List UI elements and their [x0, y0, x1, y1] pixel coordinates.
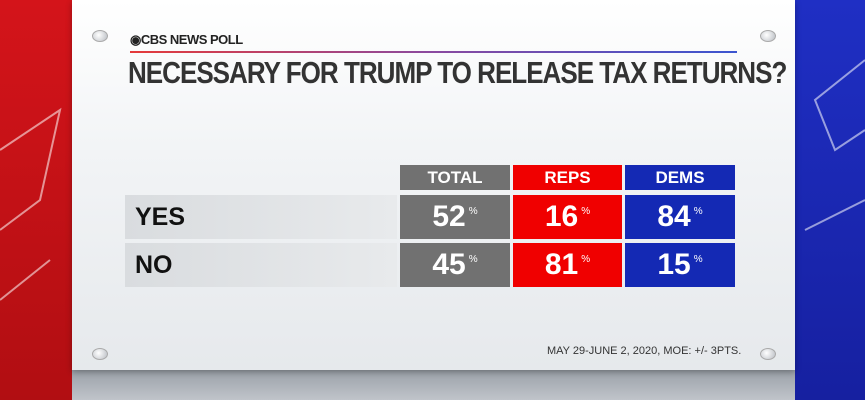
- footnote: MAY 29-JUNE 2, 2020, MOE: +/- 3PTS.: [547, 345, 742, 357]
- cell-no-reps: 81%: [513, 243, 622, 287]
- column-header-reps: REPS: [513, 165, 622, 190]
- blue-background: [795, 0, 865, 400]
- page-title: NECESSARY FOR TRUMP TO RELEASE TAX RETUR…: [128, 55, 787, 90]
- star-icon: [804, 59, 865, 231]
- cell-no-dems: 15%: [625, 243, 735, 287]
- cell-yes-dems: 84%: [625, 195, 735, 239]
- bolt-icon: [760, 30, 776, 42]
- bolt-icon: [92, 348, 108, 360]
- bolt-icon: [92, 30, 108, 42]
- row-label-no: NO: [125, 243, 397, 287]
- column-header-dems: DEMS: [625, 165, 735, 190]
- brand-logo: ◉CBS NEWS POLL: [130, 32, 243, 47]
- cell-yes-reps: 16%: [513, 195, 622, 239]
- red-background: [0, 0, 72, 400]
- title-rule: [130, 51, 737, 53]
- bolt-icon: [760, 348, 776, 360]
- cell-no-total: 45%: [400, 243, 510, 287]
- floor: [72, 370, 795, 400]
- star-icon: [0, 107, 62, 301]
- column-header-total: TOTAL: [400, 165, 510, 190]
- row-label-yes: YES: [125, 195, 397, 239]
- cell-yes-total: 52%: [400, 195, 510, 239]
